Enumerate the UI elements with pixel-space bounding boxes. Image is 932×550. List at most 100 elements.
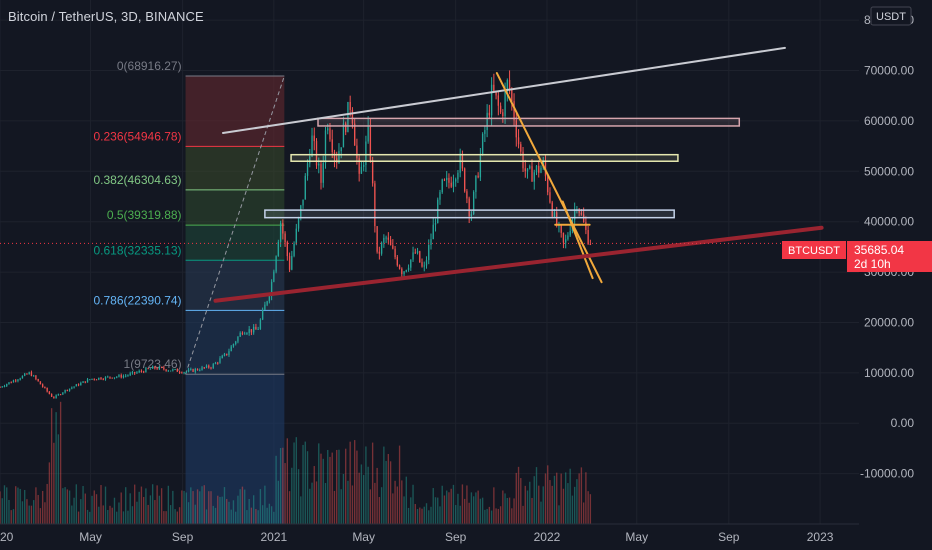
volume-bar	[127, 510, 129, 524]
candle	[19, 378, 21, 380]
candle	[91, 378, 93, 380]
candle	[156, 368, 158, 370]
volume-bar	[291, 467, 293, 524]
volume-bar	[208, 491, 210, 524]
candle	[44, 386, 46, 389]
x-tick-label: 2020	[0, 530, 14, 544]
candle	[196, 368, 199, 371]
x-tick-label: May	[352, 530, 375, 544]
volume-bar	[484, 509, 486, 524]
candle	[324, 130, 327, 163]
volume-bar	[167, 485, 170, 524]
candle	[414, 252, 416, 254]
volume-bar	[421, 508, 423, 524]
volume-bar	[120, 492, 122, 524]
candle	[282, 222, 284, 234]
candle	[356, 145, 358, 159]
candle	[495, 90, 497, 96]
candle	[183, 372, 185, 374]
volume-bar	[378, 497, 381, 524]
currency-badge: USDT	[876, 11, 906, 23]
candle	[490, 84, 493, 116]
currency-badge-box[interactable]	[870, 6, 912, 26]
candle	[362, 164, 365, 167]
volume-bar	[333, 490, 336, 524]
volume-bar	[50, 408, 53, 524]
candle	[205, 365, 208, 368]
candle	[448, 177, 450, 183]
volume-bar	[122, 511, 125, 524]
price-axis[interactable]	[859, 0, 932, 550]
volume-bar	[466, 485, 468, 524]
candle	[286, 242, 289, 257]
candle	[437, 199, 439, 224]
candle	[246, 333, 248, 335]
resistance-zones[interactable]	[264, 117, 741, 219]
candle	[178, 371, 181, 373]
volume-bar	[517, 466, 520, 524]
candle	[526, 168, 529, 172]
volume-bar	[423, 506, 425, 524]
candle	[468, 198, 470, 217]
volume-bar	[102, 505, 104, 524]
candle	[587, 230, 589, 245]
candle	[217, 362, 219, 364]
candle	[122, 375, 125, 378]
candle	[201, 367, 203, 371]
volume-bar	[416, 508, 419, 524]
volume-bar	[39, 508, 42, 524]
volume-bar	[481, 497, 484, 524]
volume-bar	[136, 501, 138, 524]
volume-bar	[201, 486, 203, 524]
candle	[187, 369, 190, 372]
candle	[250, 329, 253, 333]
x-axis: 2020 May Sep 2021 May Sep 2022 May Sep 2023	[0, 523, 859, 544]
volume-bar	[443, 495, 446, 524]
candle	[394, 248, 396, 258]
volume-bar	[172, 490, 174, 524]
y-tick-label: 70000.00	[864, 64, 914, 78]
volume-bar	[345, 448, 347, 524]
volume-bar	[351, 485, 354, 524]
candle	[423, 265, 425, 267]
candle	[385, 237, 387, 239]
volume-bar	[1, 498, 3, 524]
volume-bar	[163, 511, 165, 524]
candle	[371, 160, 374, 184]
volume-bar	[6, 487, 8, 524]
volume-bar	[286, 438, 289, 524]
candle	[270, 281, 273, 297]
candle	[181, 372, 183, 374]
candle	[17, 379, 19, 381]
volume-bar	[309, 488, 311, 524]
volume-bar	[205, 509, 208, 524]
candle	[529, 166, 531, 169]
candle	[194, 368, 196, 372]
volume-bar	[82, 486, 84, 524]
volume-bar	[140, 486, 143, 524]
candle	[261, 309, 264, 320]
volume-bar	[223, 487, 226, 524]
candle	[235, 341, 237, 344]
grid	[0, 0, 859, 524]
volume-bar	[158, 495, 161, 524]
volume-bar	[342, 473, 345, 524]
candle	[241, 332, 244, 334]
candle	[383, 237, 385, 243]
candle	[142, 371, 145, 373]
volume-bar	[230, 509, 232, 524]
candle	[345, 123, 347, 133]
trend-lines[interactable]	[213, 46, 824, 303]
volume-bar	[111, 507, 113, 524]
candle	[479, 154, 482, 178]
candle	[35, 375, 37, 380]
fib-retracement[interactable]: 0(68916.27) 0.236(54946.78) 0.382(46304.63…	[93, 59, 285, 524]
volume-bar	[486, 508, 488, 524]
candle	[257, 328, 259, 330]
candle	[486, 112, 488, 131]
candle	[535, 165, 538, 173]
candle	[12, 380, 15, 383]
volume-bar	[21, 501, 24, 524]
